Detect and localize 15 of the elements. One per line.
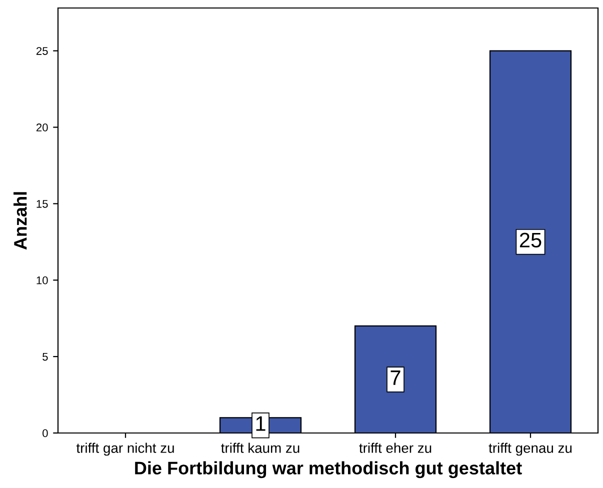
x-tick-label: trifft kaum zu [221, 442, 300, 453]
data-label: 1 [256, 416, 266, 431]
x-tick-label: trifft eher zu [359, 442, 432, 453]
x-axis-title: Die Fortbildung war methodisch gut gestaltet [135, 461, 522, 478]
y-axis-title: Anzahl [14, 192, 27, 250]
y-tick-label: 10 [36, 276, 48, 284]
y-tick-label: 15 [36, 200, 48, 208]
y-tick-label: 25 [36, 47, 48, 55]
x-tick-label: trifft genau zu [488, 442, 572, 456]
y-tick-label: 20 [36, 124, 48, 132]
data-label: 25 [520, 232, 542, 248]
x-tick-label: trifft gar nicht zu [76, 442, 174, 456]
data-label: 7 [390, 370, 400, 385]
y-tick-label: 0 [42, 429, 48, 438]
y-tick-label: 5 [42, 352, 48, 361]
